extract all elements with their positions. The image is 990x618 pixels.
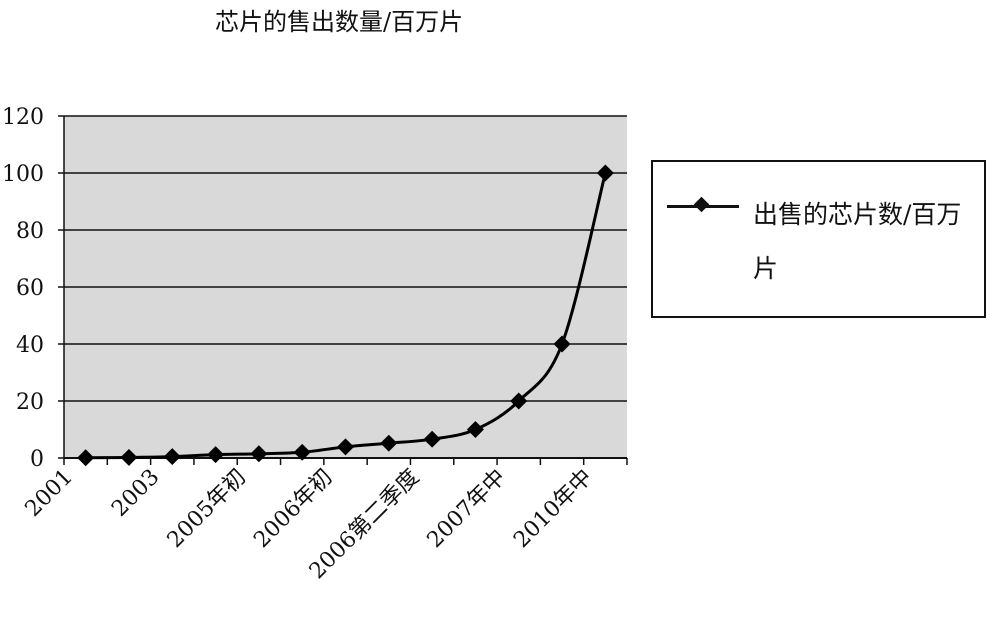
data-point-marker — [337, 438, 354, 456]
data-point-marker — [293, 443, 311, 461]
data-point-marker — [163, 448, 181, 466]
y-tick-label: 60 — [16, 276, 44, 301]
x-tick-label: 2005年初 — [163, 465, 251, 553]
x-tick-label: 2006年初 — [249, 465, 337, 553]
y-tick-label: 20 — [16, 390, 44, 415]
chart-title: 芯片的售出数量/百万片 — [215, 8, 464, 36]
y-tick-label: 100 — [2, 162, 44, 187]
data-point-marker — [250, 445, 268, 463]
x-tick-label: 2010年中 — [509, 465, 597, 553]
data-point-marker — [423, 430, 441, 448]
legend-diamond-marker — [693, 196, 710, 213]
data-point-marker — [596, 164, 614, 182]
legend: 出售的芯片数/百万片 — [651, 160, 986, 318]
y-tick-label: 80 — [16, 219, 44, 244]
data-point-marker — [207, 446, 225, 464]
y-tick-label: 40 — [16, 333, 44, 358]
x-tick-label: 2001 — [21, 465, 78, 522]
y-tick-label: 120 — [2, 105, 44, 130]
data-point-marker — [466, 421, 484, 438]
x-tick-label: 2007年中 — [423, 465, 511, 553]
data-point-marker — [380, 434, 398, 452]
data-point-marker — [77, 449, 95, 467]
data-point-marker — [553, 335, 571, 353]
y-tick-label: 0 — [30, 447, 44, 472]
legend-label: 出售的芯片数/百万片 — [753, 200, 962, 283]
x-tick-label: 2003 — [107, 465, 164, 522]
data-point-marker — [510, 392, 528, 410]
